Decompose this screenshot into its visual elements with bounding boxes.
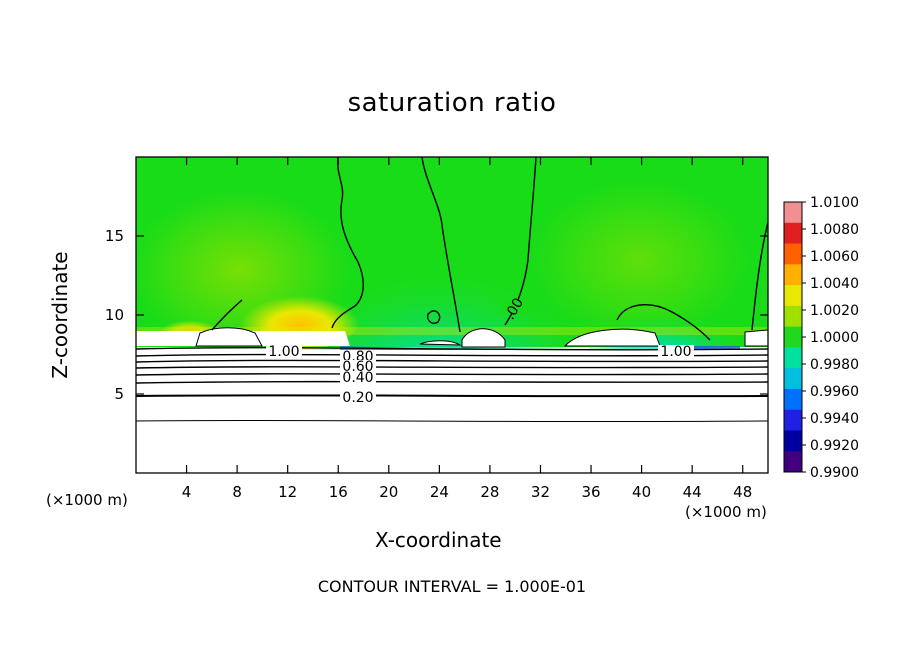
colorbar-segment: [784, 368, 802, 390]
colorbar-label: 1.0060: [810, 249, 859, 265]
x-unit-label-right: (×1000 m): [685, 503, 767, 521]
x-tick-label: 28: [480, 483, 499, 501]
colorbar-label: 0.9960: [810, 384, 859, 400]
y-tick-label: 5: [114, 385, 124, 403]
colorbar-segment: [784, 222, 802, 245]
colorbar-segment: [784, 430, 802, 452]
colorbar-segment: [784, 347, 802, 369]
contour-label: 0.40: [342, 370, 373, 386]
contour-lines: [136, 157, 768, 423]
x-tick-label: 4: [182, 483, 192, 501]
x-tick-label: 32: [531, 483, 550, 501]
colorbar-label: 1.0020: [810, 303, 859, 319]
colorbar-segment: [784, 243, 802, 265]
contour-label-bg: [658, 345, 694, 358]
chart-title: saturation ratio: [347, 88, 557, 118]
colorbar: 1.0100 1.0080 1.0060 1.0040 1.0020 1.0000 0.99…: [783, 195, 859, 481]
colorbar-segment: [784, 305, 802, 328]
colorbar-label: 0.9900: [810, 465, 859, 481]
x-tick-label: 12: [278, 483, 297, 501]
x-tick-label: 44: [683, 483, 702, 501]
colorbar-segment: [784, 388, 802, 411]
colorbar-label: 1.0000: [810, 330, 859, 346]
contour-label-bg: [340, 360, 376, 373]
contour-label: 0.20: [342, 390, 373, 406]
colorbar-segment: [784, 264, 802, 286]
x-tick-label: 8: [232, 483, 242, 501]
contour-interval-note: CONTOUR INTERVAL = 1.000E-01: [317, 577, 587, 596]
contour-label-bg: [340, 371, 376, 384]
x-tick-label: 40: [632, 483, 651, 501]
colorbar-label: 1.0040: [810, 276, 859, 292]
y-tick-label: 10: [105, 306, 124, 324]
colorbar-label: 1.0100: [810, 195, 859, 211]
colorbar-segment: [784, 409, 802, 431]
x-tick-label: 24: [430, 483, 449, 501]
colorbar-label: 0.9940: [810, 411, 859, 427]
x-tick-label: 48: [733, 483, 752, 501]
x-tick-label: 36: [581, 483, 600, 501]
colorbar-segment: [784, 326, 802, 348]
contour-label: 1.00: [660, 344, 691, 360]
x-tick-label: 16: [329, 483, 348, 501]
x-axis-label: X-coordinate: [375, 528, 502, 552]
field-image: [136, 157, 768, 473]
colorbar-label: 0.9920: [810, 438, 859, 454]
contour-label-bg: [266, 345, 302, 358]
colorbar-segment: [784, 451, 802, 473]
y-tick-label: 15: [105, 227, 124, 245]
contour-label-bg: [340, 350, 376, 363]
colorbar-label: 1.0080: [810, 222, 859, 238]
contour-label: 1.00: [268, 344, 299, 360]
x-tick-label: 20: [379, 483, 398, 501]
colorbar-label: 0.9980: [810, 357, 859, 373]
x-unit-label-left: (×1000 m): [46, 491, 128, 509]
colorbar-segment: [784, 202, 802, 224]
contour-label-bg: [340, 391, 376, 404]
colorbar-segment: [784, 285, 802, 307]
contour-label-bg: [500, 300, 536, 313]
